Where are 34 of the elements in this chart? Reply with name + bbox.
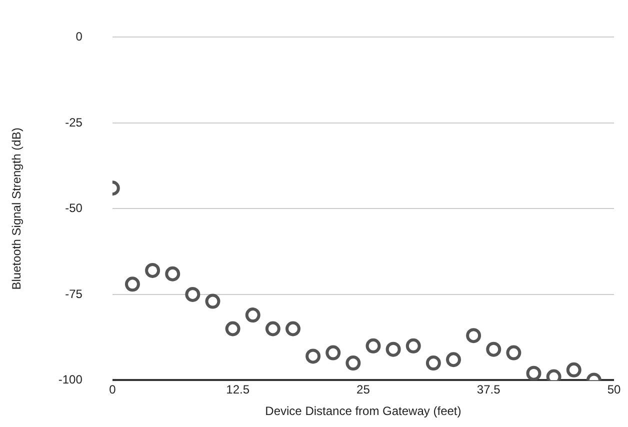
point bbox=[145, 262, 160, 278]
point bbox=[566, 362, 582, 378]
point bbox=[306, 348, 321, 364]
x-tick-label: 37.5 bbox=[476, 382, 501, 397]
point bbox=[366, 338, 381, 354]
x-axis-title: Device Distance from Gateway (feet) bbox=[265, 404, 462, 418]
x-tick-label: 25 bbox=[356, 382, 370, 397]
x-tick-label: 50 bbox=[607, 382, 621, 397]
y-tick-label: -25 bbox=[65, 115, 83, 130]
y-tick-label: 0 bbox=[76, 30, 83, 44]
point bbox=[165, 266, 180, 282]
point bbox=[346, 356, 361, 371]
point bbox=[446, 352, 461, 368]
x-tick-label: 0 bbox=[109, 382, 116, 397]
point bbox=[245, 308, 260, 323]
y-tick-label: -50 bbox=[65, 201, 83, 216]
y-tick-label: -75 bbox=[65, 286, 83, 301]
x-tick-label: 12.5 bbox=[226, 382, 250, 397]
y-tick-label: -100 bbox=[58, 372, 83, 387]
point bbox=[265, 321, 280, 336]
point bbox=[285, 321, 300, 336]
point bbox=[326, 345, 341, 360]
point bbox=[124, 276, 140, 292]
y-axis-title: Bluetooth Signal Strength (dB) bbox=[10, 128, 24, 290]
point bbox=[205, 294, 220, 309]
point bbox=[526, 366, 542, 380]
point bbox=[426, 356, 441, 371]
point bbox=[406, 338, 421, 354]
point bbox=[466, 328, 482, 344]
point bbox=[506, 345, 522, 360]
point bbox=[486, 342, 502, 357]
point bbox=[386, 342, 401, 357]
point bbox=[185, 286, 200, 302]
point bbox=[225, 321, 240, 336]
